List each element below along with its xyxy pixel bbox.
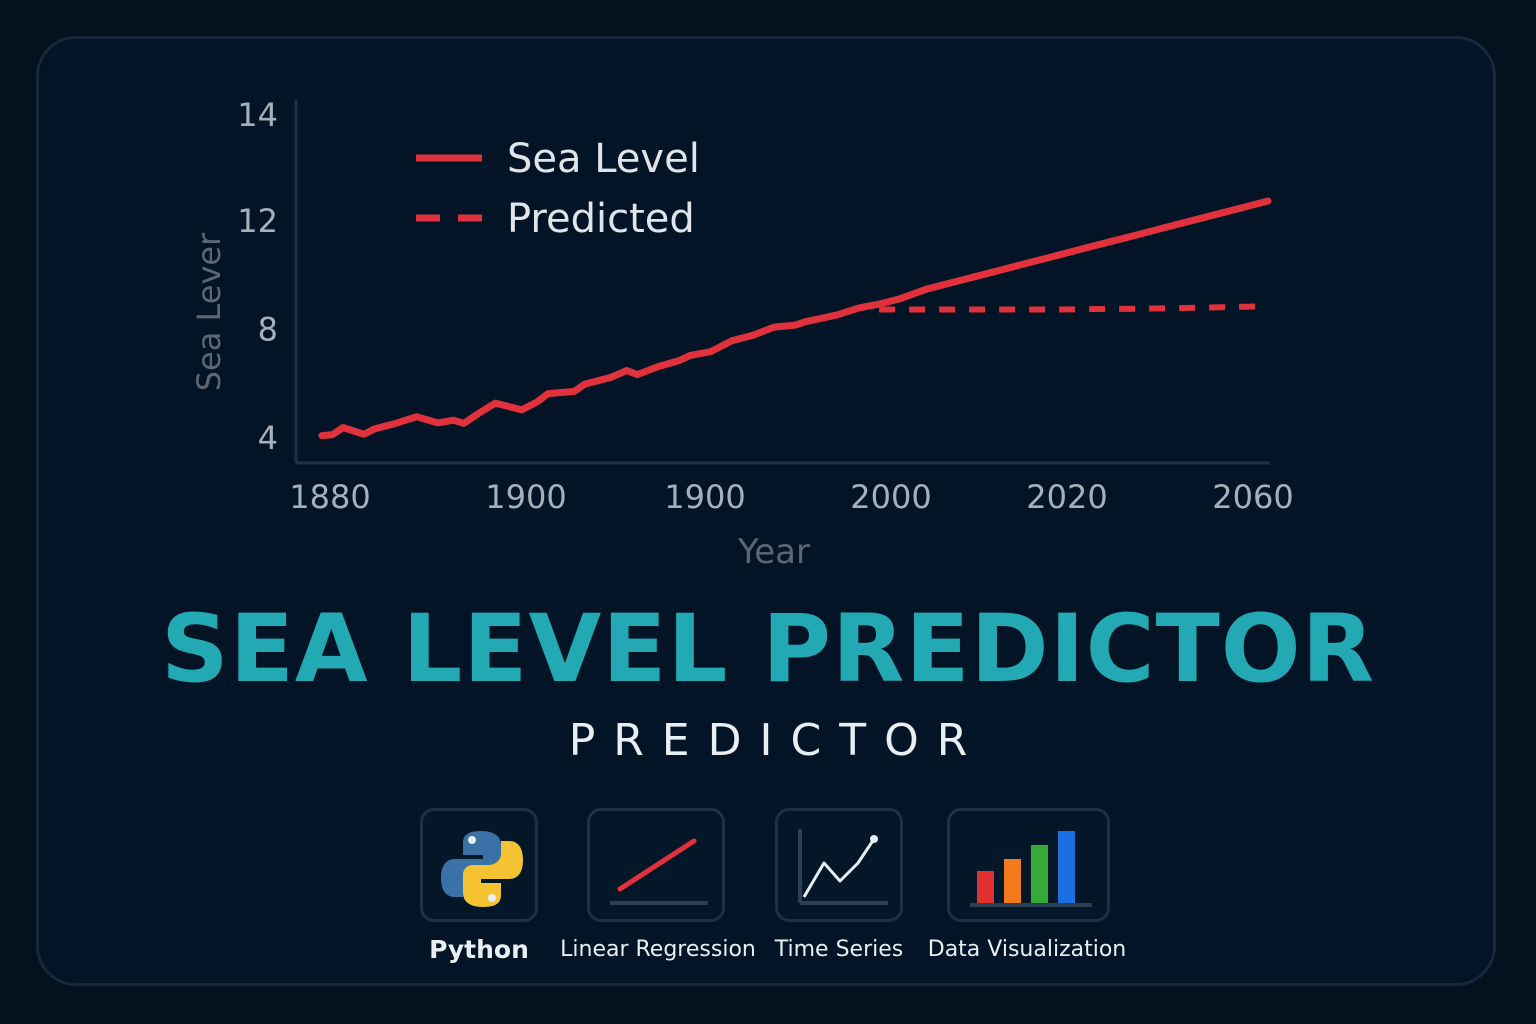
time-series-tile[interactable] [775, 808, 903, 922]
linear-regression-tile[interactable] [587, 808, 725, 922]
y-axis-label: Sea Lever [190, 232, 228, 391]
data-visualization-tile[interactable] [947, 808, 1110, 922]
page-subtitle: PREDICTOR [568, 715, 986, 766]
content-card [36, 36, 1496, 986]
y-tick-label: 12 [237, 202, 278, 240]
chart-ticks: 4 8 12 14 1880 1900 1900 2000 2020 2060 [237, 96, 1293, 516]
y-tick-label: 14 [237, 96, 278, 134]
icon-bar-orange [1004, 859, 1021, 903]
icon-bar-red [977, 871, 994, 903]
legend-label: Sea Level [507, 136, 700, 182]
time-series-icon [798, 829, 888, 905]
python-tile[interactable] [420, 808, 538, 922]
x-tick-label: 2020 [1026, 478, 1107, 516]
sea-level-series-line [318, 197, 1272, 440]
x-axis-label: Year [737, 532, 810, 572]
linear-regression-icon [610, 838, 708, 905]
x-tick-label: 1880 [289, 478, 370, 516]
y-tick-label: 4 [258, 419, 278, 457]
tile-label-data-visualization: Data Visualization [927, 937, 1127, 962]
x-tick-label: 1900 [485, 478, 566, 516]
tile-label-time-series: Time Series [774, 937, 904, 962]
tile-label-python: Python [429, 935, 529, 964]
page-title: SEA LEVEL PREDICTOR [161, 595, 1375, 704]
tile-label-linear-regression: Linear Regression [560, 937, 756, 962]
sea-level-chart: 4 8 12 14 1880 1900 1900 2000 2020 2060 Sea Level… [190, 96, 1294, 572]
chart-axes [294, 100, 1270, 465]
x-tick-label: 1900 [664, 478, 745, 516]
predicted-series-line [879, 303, 1269, 313]
y-tick-label: 8 [258, 311, 278, 349]
icon-bar-blue [1058, 831, 1075, 903]
icon-bar-green [1031, 845, 1048, 903]
x-tick-label: 2000 [850, 478, 931, 516]
bar-chart-icon [970, 831, 1092, 907]
x-tick-label: 2060 [1212, 478, 1293, 516]
legend-label: Predicted [507, 196, 695, 242]
chart-legend: Sea Level Predicted [416, 136, 700, 242]
python-logo-icon [441, 831, 523, 907]
chart-series [318, 197, 1272, 440]
